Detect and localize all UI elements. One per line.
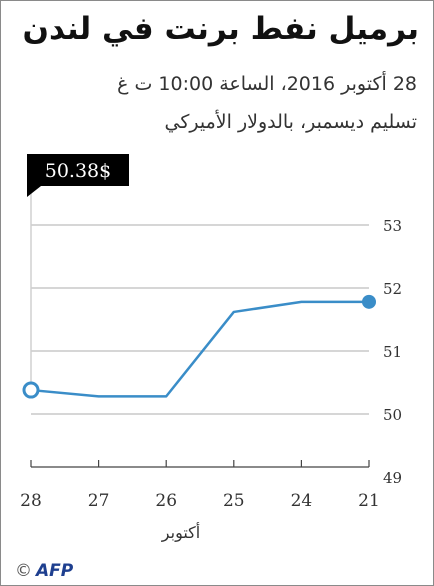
callout-pointer <box>27 186 41 197</box>
series-line <box>30 300 369 398</box>
credit: © AFP <box>15 561 73 581</box>
chart-title: برميل نفط برنت في لندن <box>22 11 419 47</box>
data-point-28 <box>22 381 40 399</box>
x-tick-label-26: 26 <box>155 491 177 511</box>
x-tick-label-28: 28 <box>20 491 42 511</box>
data-point-21 <box>362 294 376 309</box>
x-axis-title: أكتوبر <box>161 522 200 543</box>
x-tick-label-25: 25 <box>223 491 245 511</box>
y-tick-label-50: 50 <box>383 406 402 424</box>
callout-badge <box>27 154 129 186</box>
afp-logo: AFP <box>36 561 74 581</box>
x-tick-label-24: 24 <box>291 491 313 511</box>
copyright-symbol: © <box>15 561 32 581</box>
y-tick-label-49: 49 <box>383 469 402 487</box>
y-tick-label-53: 53 <box>383 217 402 235</box>
chart-subtitle-date: 28 أكتوبر 2016، الساعة 10:00 ت غ <box>117 73 417 95</box>
x-tick-label-21: 21 <box>358 491 380 511</box>
y-tick-label-51: 51 <box>383 343 402 361</box>
y-tick-label-52: 52 <box>383 280 402 298</box>
callout-value: 50.38$ <box>45 160 111 182</box>
x-tick-label-27: 27 <box>88 491 110 511</box>
chart-subtitle-delivery: تسليم ديسمبر، بالدولار الأميركي <box>164 111 417 133</box>
